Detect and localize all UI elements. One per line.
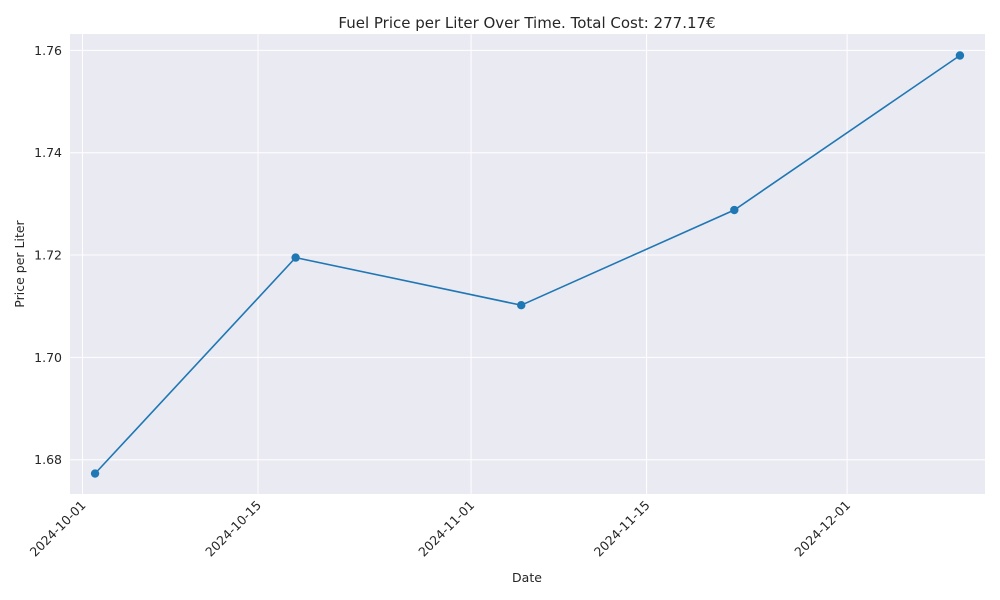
chart-title: Fuel Price per Liter Over Time. Total Co… xyxy=(338,14,715,32)
y-tick-label: 1.68 xyxy=(34,452,62,467)
data-point xyxy=(291,253,300,262)
data-point xyxy=(517,300,526,310)
plot-area xyxy=(70,34,985,494)
y-tick-label: 1.70 xyxy=(34,350,62,365)
y-axis-label: Price per Liter xyxy=(12,219,27,307)
series-points xyxy=(90,51,965,478)
data-point xyxy=(90,469,100,478)
data-point xyxy=(730,205,739,215)
y-axis-ticks: 1.68 1.70 1.72 1.74 1.76 xyxy=(34,43,62,467)
grid-lines xyxy=(70,34,985,494)
data-point xyxy=(955,51,965,60)
y-tick-label: 1.76 xyxy=(34,43,62,58)
x-axis-label: Date xyxy=(512,570,542,585)
y-tick-label: 1.72 xyxy=(34,248,62,263)
y-tick-label: 1.74 xyxy=(34,145,62,160)
